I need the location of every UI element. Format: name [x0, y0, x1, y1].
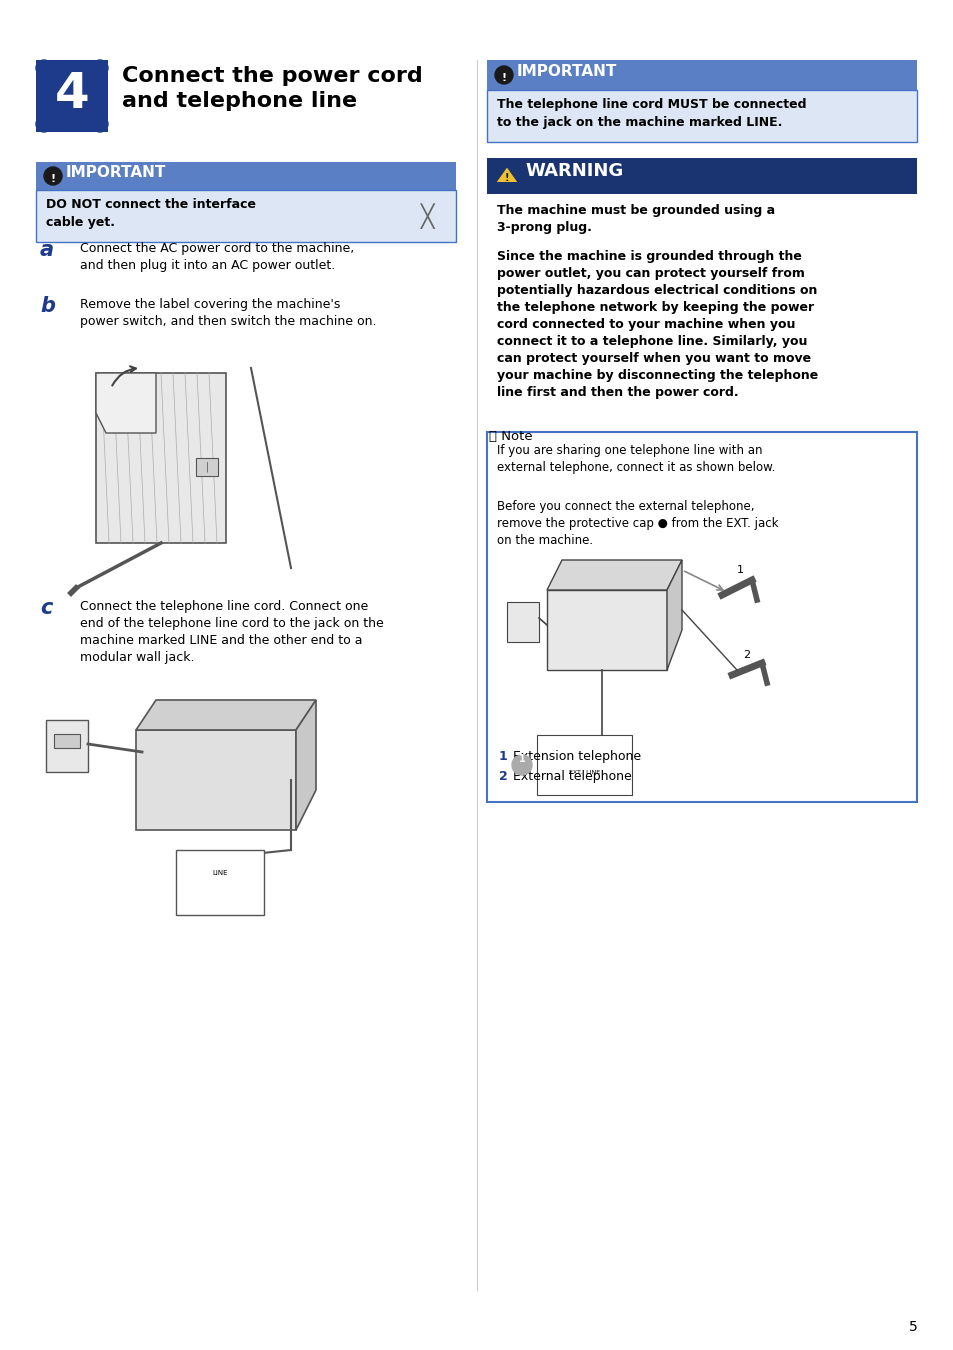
Text: !: !: [51, 174, 55, 184]
Text: The machine must be grounded using a
3-prong plug.: The machine must be grounded using a 3-p…: [497, 204, 774, 234]
Text: Connect the power cord
and telephone line: Connect the power cord and telephone lin…: [122, 66, 422, 111]
Text: !: !: [501, 73, 506, 82]
Text: If you are sharing one telephone line with an
external telephone, connect it as : If you are sharing one telephone line wi…: [497, 444, 775, 474]
Polygon shape: [497, 167, 517, 182]
Text: Connect the telephone line cord. Connect one
end of the telephone line cord to t: Connect the telephone line cord. Connect…: [80, 599, 383, 664]
Text: LINE: LINE: [212, 869, 228, 876]
Circle shape: [512, 755, 532, 775]
Bar: [506, 602, 538, 643]
Bar: [486, 59, 916, 90]
Text: WARNING: WARNING: [524, 162, 622, 180]
Bar: [96, 373, 226, 543]
Text: DO NOT connect the interface
cable yet.: DO NOT connect the interface cable yet.: [46, 198, 255, 230]
Text: IMPORTANT: IMPORTANT: [517, 63, 617, 80]
Text: 1: 1: [498, 751, 507, 763]
Circle shape: [44, 167, 62, 185]
Bar: [537, 734, 631, 795]
Bar: [46, 720, 88, 772]
Text: The telephone line cord MUST be connected
to the jack on the machine marked LINE: The telephone line cord MUST be connecte…: [497, 99, 805, 130]
Bar: [136, 730, 295, 830]
Text: Remove the label covering the machine's
power switch, and then switch the machin: Remove the label covering the machine's …: [80, 298, 376, 328]
Text: Since the machine is grounded through the
power outlet, you can protect yourself: Since the machine is grounded through th…: [497, 250, 818, 400]
Text: 2: 2: [498, 769, 507, 783]
Text: b: b: [40, 296, 55, 316]
Polygon shape: [295, 701, 315, 830]
Circle shape: [91, 116, 108, 132]
Text: 1: 1: [736, 566, 742, 575]
Polygon shape: [666, 560, 681, 670]
Bar: [546, 590, 666, 670]
Bar: [486, 432, 916, 802]
Text: |: |: [205, 460, 209, 471]
Bar: [36, 190, 456, 242]
Circle shape: [495, 66, 513, 84]
Bar: [54, 734, 80, 748]
Text: 2: 2: [742, 649, 750, 660]
Text: !: !: [504, 173, 509, 184]
Text: External telephone: External telephone: [513, 769, 631, 783]
Bar: [195, 458, 218, 477]
Text: c: c: [40, 598, 52, 618]
Circle shape: [36, 59, 52, 76]
Polygon shape: [546, 560, 681, 590]
Circle shape: [36, 116, 52, 132]
Text: EXT.  LINE: EXT. LINE: [569, 769, 600, 775]
Circle shape: [91, 59, 108, 76]
Text: 4: 4: [54, 70, 90, 117]
Text: 5: 5: [908, 1320, 917, 1334]
Bar: [175, 850, 264, 915]
Text: Connect the AC power cord to the machine,
and then plug it into an AC power outl: Connect the AC power cord to the machine…: [80, 242, 354, 271]
Bar: [486, 90, 916, 142]
Text: a: a: [40, 240, 54, 261]
Text: Before you connect the external telephone,
remove the protective cap ● from the : Before you connect the external telephon…: [497, 500, 778, 547]
Bar: [36, 162, 456, 190]
Text: ╳: ╳: [421, 202, 435, 230]
Text: Extension telephone: Extension telephone: [513, 751, 640, 763]
Bar: [36, 59, 108, 132]
Text: 📝 Note: 📝 Note: [489, 431, 532, 443]
Bar: [486, 158, 916, 194]
Polygon shape: [96, 373, 156, 433]
Text: 1: 1: [518, 755, 525, 764]
Polygon shape: [136, 701, 315, 730]
Text: IMPORTANT: IMPORTANT: [66, 165, 166, 180]
